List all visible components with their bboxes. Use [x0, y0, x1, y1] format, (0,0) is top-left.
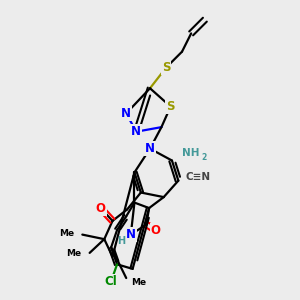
Text: 2: 2 — [201, 153, 206, 162]
Text: S: S — [162, 61, 170, 74]
Text: Me: Me — [131, 278, 146, 287]
Text: S: S — [166, 100, 175, 113]
Text: Cl: Cl — [105, 275, 118, 288]
Text: C≡N: C≡N — [186, 172, 211, 182]
Text: N: N — [126, 228, 136, 241]
Text: NH: NH — [182, 148, 200, 158]
Text: Me: Me — [59, 229, 74, 238]
Text: N: N — [145, 142, 155, 155]
Text: O: O — [151, 224, 160, 236]
Text: N: N — [121, 107, 131, 120]
Text: N: N — [131, 125, 141, 138]
Text: H: H — [118, 236, 126, 246]
Text: O: O — [96, 202, 106, 214]
Text: Me: Me — [66, 249, 81, 258]
